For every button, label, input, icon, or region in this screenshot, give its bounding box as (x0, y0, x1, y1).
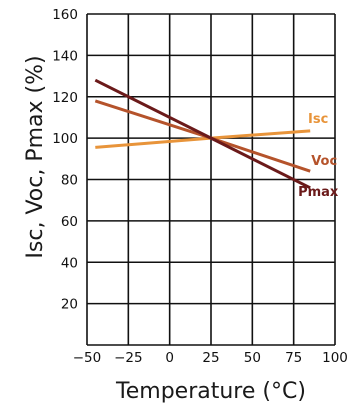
x-tick-label: −50 (73, 350, 102, 366)
y-tick-label: 20 (61, 297, 78, 313)
y-axis-title: Isc, Voc, Pmax (%) (23, 55, 48, 258)
tick-labels: −50 −25 0 25 50 75 100 20 40 60 80 100 120 140 160 (52, 7, 348, 366)
x-tick-label: 100 (322, 350, 348, 366)
series-label-voc: Voc (311, 154, 337, 169)
y-tick-label: 120 (52, 90, 78, 106)
grid (86, 13, 336, 346)
y-tick-label: 80 (61, 173, 78, 189)
x-tick-label: −25 (114, 350, 143, 366)
x-tick-label: 0 (165, 350, 174, 366)
y-tick-label: 140 (52, 48, 78, 64)
x-tick-label: 50 (244, 350, 261, 366)
x-tick-label: 25 (202, 350, 219, 366)
y-tick-label: 100 (52, 131, 78, 147)
y-tick-label: 160 (52, 7, 78, 23)
series-label-isc: Isc (308, 112, 328, 127)
series-lines (94, 78, 311, 190)
series-line-pmax (94, 78, 311, 190)
series-label-pmax: Pmax (298, 185, 339, 200)
x-axis-title: Temperature (°C) (115, 379, 306, 404)
x-tick-label: 75 (285, 350, 302, 366)
y-tick-label: 40 (61, 255, 78, 271)
y-tick-label: 60 (61, 214, 78, 230)
series-labels: Isc Voc Pmax (298, 112, 339, 200)
